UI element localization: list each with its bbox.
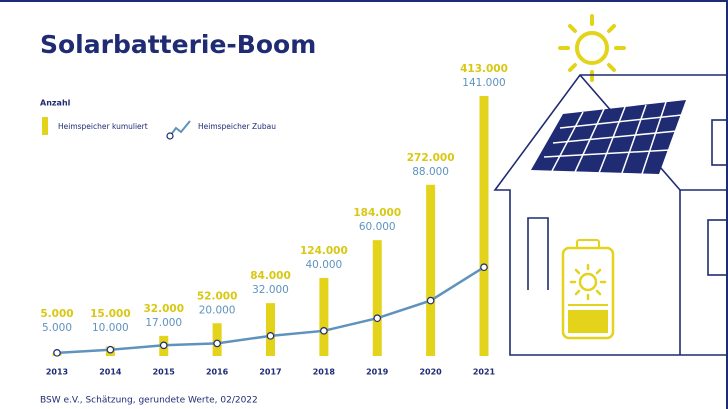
- value-label: 17.000: [145, 317, 182, 329]
- x-tick-label: 2017: [259, 368, 281, 377]
- legend-label: Heimspeicher kumuliert: [58, 122, 148, 131]
- x-tick-label: 2016: [206, 368, 229, 377]
- line-point: [53, 349, 61, 357]
- line-point: [106, 345, 115, 354]
- axis-label: Anzahl: [40, 99, 71, 108]
- value-label: 413.000: [460, 63, 508, 75]
- value-label: 40.000: [306, 259, 343, 271]
- x-tick-label: 2015: [153, 368, 176, 377]
- line-point: [266, 332, 275, 340]
- value-label: 184.000: [353, 207, 401, 219]
- x-tick-label: 2020: [419, 368, 442, 377]
- bar: [479, 96, 489, 356]
- legend-label: Heimspeicher Zubau: [198, 122, 276, 131]
- house-illustration: [493, 74, 728, 356]
- line-point: [426, 296, 435, 305]
- value-label: 5.000: [42, 322, 72, 334]
- value-label: 60.000: [359, 221, 396, 233]
- value-label: 52.000: [197, 290, 238, 302]
- value-label: 32.000: [252, 284, 289, 296]
- x-tick-label: 2021: [473, 368, 496, 377]
- value-label: 124.000: [300, 245, 348, 257]
- chart-title: Solarbatterie-Boom: [40, 30, 316, 59]
- x-tick-label: 2014: [99, 368, 122, 377]
- line-point: [480, 263, 488, 272]
- x-tick-label: 2013: [46, 368, 68, 377]
- value-label: 272.000: [407, 152, 455, 164]
- legend-swatch: [166, 132, 174, 140]
- line-point: [159, 341, 168, 350]
- value-label: 15.000: [90, 308, 131, 320]
- bar: [372, 240, 382, 356]
- value-label: 10.000: [92, 322, 129, 334]
- value-label: 20.000: [199, 304, 236, 316]
- legend-swatch: [169, 120, 191, 137]
- line-point: [213, 339, 221, 348]
- bar: [319, 277, 329, 356]
- sun-illustration: [558, 14, 626, 82]
- value-label: 84.000: [250, 270, 291, 282]
- value-label: 88.000: [412, 166, 449, 178]
- x-tick-label: 2018: [313, 368, 336, 377]
- source-note: BSW e.V., Schätzung, gerundete Werte, 02…: [40, 396, 258, 406]
- legend-swatch: [42, 117, 48, 135]
- bar: [266, 303, 275, 356]
- x-tick-label: 2019: [366, 368, 389, 377]
- line-point: [320, 327, 328, 335]
- bar: [426, 184, 436, 356]
- value-label: 141.000: [462, 77, 505, 89]
- line-point: [373, 314, 382, 323]
- value-label: 32.000: [143, 303, 184, 315]
- value-label: 5.000: [40, 308, 73, 320]
